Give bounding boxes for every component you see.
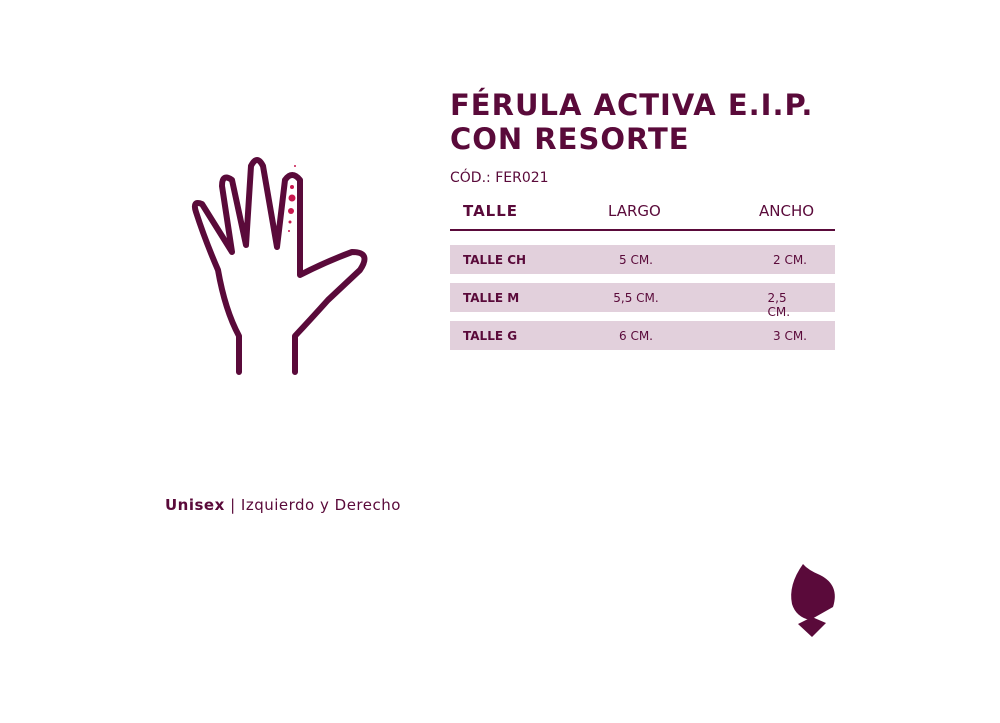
table-cell: 2,5 CM. [767,291,791,319]
table-row: TALLE M 5,5 CM. 2,5 CM. [450,283,835,319]
product-code: CÓD.: FER021 [450,170,549,186]
table-row: TALLE G 6 CM. 3 CM. [450,321,835,350]
table-cell: TALLE CH [463,253,527,267]
title-line: CON RESORTE [450,122,690,156]
header-rule [450,229,835,231]
footer-text: Izquierdo y Derecho [240,496,401,514]
footer: Unisex | Izquierdo y Derecho [165,496,401,514]
table-cell: 3 CM. [773,329,807,343]
column-header: TALLE [463,202,519,220]
hand-icon [191,157,368,375]
table-cell: TALLE M [463,291,520,305]
table-cell: TALLE G [463,329,518,343]
table-cell: 5 CM. [619,253,653,267]
table-cell: 5,5 CM. [613,291,659,305]
pain-dots [288,165,296,232]
table-cell: 6 CM. [619,329,653,343]
column-header: ANCHO [759,202,815,220]
column-header: LARGO [608,202,661,220]
table-row: TALLE CH 5 CM. 2 CM. [450,245,835,274]
brand-logo [791,564,835,637]
table-cell: 2 CM. [773,253,807,267]
footer-bold: Unisex [165,496,225,514]
title-line: FÉRULA ACTIVA E.I.P. [450,88,814,122]
footer-separator: | [230,496,236,514]
